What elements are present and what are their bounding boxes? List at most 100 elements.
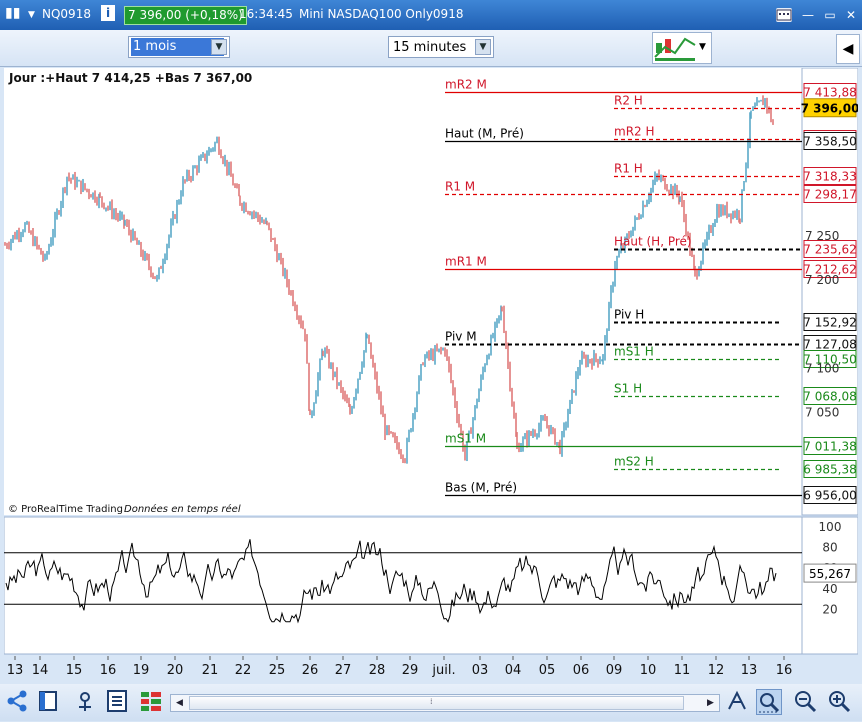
x-axis-label: 06 bbox=[573, 663, 590, 678]
clock-time: 16:34:45 bbox=[239, 7, 293, 21]
current-price-label: 7 396,00 bbox=[801, 102, 858, 116]
level-label: mS2 H bbox=[614, 455, 654, 469]
price-tag-label: 7 358,50 bbox=[803, 135, 856, 149]
indicator-icon[interactable] bbox=[138, 689, 164, 715]
zoom-in-icon[interactable] bbox=[826, 689, 852, 715]
price-tag bbox=[803, 260, 857, 278]
x-axis-label: 22 bbox=[235, 663, 252, 678]
oscillator-series: 1008060402055,267 bbox=[4, 520, 857, 624]
level-label: R1 M bbox=[445, 180, 475, 194]
x-axis-label: 25 bbox=[269, 663, 286, 678]
x-axis-label: 16 bbox=[100, 663, 117, 678]
daily-high-low-header: Jour :+Haut 7 414,25 +Bas 7 367,00 bbox=[8, 71, 252, 85]
chart-indicator-icon bbox=[654, 37, 696, 61]
level-label: R2 H bbox=[614, 94, 643, 108]
x-axis-label: 21 bbox=[202, 663, 219, 678]
close-icon[interactable]: ✕ bbox=[845, 8, 857, 22]
cursor-icon[interactable] bbox=[724, 689, 750, 715]
chevron-down-icon[interactable]: ▼ bbox=[475, 39, 491, 55]
oscillator-axis-tick: 20 bbox=[822, 602, 837, 616]
price-badge: 7 396,00 (+0,18%) bbox=[124, 6, 247, 25]
x-axis-label: 05 bbox=[539, 663, 556, 678]
indicator-menu-button[interactable]: ▼ bbox=[652, 32, 712, 64]
minimize-icon[interactable]: — bbox=[802, 8, 814, 22]
level-label: Piv M bbox=[445, 330, 477, 344]
oscillator-axis-tick: 80 bbox=[822, 541, 837, 555]
x-axis-label: 19 bbox=[133, 663, 150, 678]
oscillator-value-tag bbox=[803, 563, 857, 583]
chart-type-icon[interactable]: ▮▮ bbox=[5, 5, 21, 21]
oscillator-axis bbox=[801, 516, 859, 655]
crosshair-zoom-icon[interactable] bbox=[756, 689, 782, 715]
level-label: Haut (M, Pré) bbox=[445, 127, 524, 141]
price-tag bbox=[803, 313, 857, 331]
candlestick-series bbox=[4, 95, 774, 464]
keyboard-icon[interactable] bbox=[776, 8, 792, 22]
window-icon[interactable] bbox=[36, 689, 62, 715]
maximize-icon[interactable]: ▭ bbox=[824, 8, 836, 22]
period-select[interactable]: 1 mois ▼ bbox=[128, 36, 230, 58]
price-tag bbox=[803, 486, 857, 504]
price-tag-label: 7 152,92 bbox=[803, 316, 856, 330]
level-label: mS1 M bbox=[445, 432, 486, 446]
title-bar: ▮▮ ▼ NQ0918 i 7 396,00 (+0,18%) 16:34:45… bbox=[0, 0, 862, 30]
draw-icon[interactable] bbox=[72, 689, 98, 715]
share-icon[interactable] bbox=[4, 689, 30, 715]
price-tag bbox=[803, 350, 857, 368]
price-pane bbox=[4, 68, 802, 515]
x-axis-label: 10 bbox=[640, 663, 657, 678]
symbol-dropdown-icon[interactable]: ▼ bbox=[28, 10, 35, 20]
x-axis-label: 11 bbox=[674, 663, 691, 678]
level-label: Piv H bbox=[614, 308, 644, 322]
price-tag bbox=[803, 437, 857, 455]
interval-select[interactable]: 15 minutes ▼ bbox=[388, 36, 494, 58]
symbol-label[interactable]: NQ0918 bbox=[42, 7, 91, 21]
x-axis-label: 26 bbox=[302, 663, 319, 678]
level-label: mR1 M bbox=[445, 255, 487, 269]
side-panel-toggle-icon[interactable]: ◀ bbox=[836, 34, 860, 64]
realtime-footer: Données en temps réel bbox=[124, 503, 241, 515]
x-axis-label: 12 bbox=[708, 663, 725, 678]
time-scrollbar[interactable]: ◀ ⁞ ▶ bbox=[170, 694, 720, 712]
price-tag-label: 6 956,00 bbox=[803, 489, 856, 503]
price-tag bbox=[803, 460, 857, 478]
price-axis-tick: 7 250 bbox=[805, 229, 839, 243]
list-icon[interactable] bbox=[104, 689, 130, 715]
bottom-toolbar: ◀ ⁞ ▶ bbox=[0, 684, 862, 721]
level-label: Haut (H, Pré) bbox=[614, 235, 692, 249]
x-axis-label: 15 bbox=[66, 663, 83, 678]
price-tag-label: 7 011,38 bbox=[803, 440, 856, 454]
chevron-down-icon[interactable]: ▼ bbox=[211, 39, 227, 55]
price-tag-label: 7 212,62 bbox=[803, 263, 856, 277]
price-tag-label: 7 068,08 bbox=[803, 390, 856, 404]
brand-footer: © ProRealTime Trading bbox=[8, 504, 123, 515]
time-axis: 13 14 15 16 19 20 21 22 25 26 27 28 29 juil. 03 04 05 06 0… bbox=[0, 656, 862, 684]
x-axis-label: 28 bbox=[369, 663, 386, 678]
oscillator-line bbox=[5, 539, 777, 624]
level-label: S1 H bbox=[614, 382, 642, 396]
instrument-description: Mini NASDAQ100 Only0918 bbox=[299, 7, 464, 21]
scroll-thumb[interactable]: ⁞ bbox=[189, 696, 684, 710]
chevron-down-icon[interactable]: ▼ bbox=[699, 42, 706, 52]
price-tag-label: 7 127,08 bbox=[803, 338, 856, 352]
x-axis-label: 13 bbox=[741, 663, 758, 678]
level-label: mR2 H bbox=[614, 125, 655, 139]
x-axis-label: 13 bbox=[7, 663, 24, 678]
x-axis-label: 03 bbox=[472, 663, 489, 678]
scroll-right-icon[interactable]: ▶ bbox=[707, 698, 714, 708]
current-price-tag bbox=[803, 98, 857, 118]
x-axis-label: 29 bbox=[402, 663, 419, 678]
price-tag-label: 7 413,88 bbox=[803, 86, 856, 100]
price-tag-label: 7 318,33 bbox=[803, 170, 856, 184]
info-icon[interactable]: i bbox=[101, 5, 115, 21]
price-tag-label: 7 110,50 bbox=[803, 353, 856, 367]
x-axis-label: 20 bbox=[167, 663, 184, 678]
price-tag bbox=[803, 132, 857, 150]
price-axis-tick: 7 100 bbox=[805, 361, 839, 375]
price-tag-label: 6 985,38 bbox=[803, 463, 856, 477]
scroll-left-icon[interactable]: ◀ bbox=[176, 698, 183, 708]
zoom-out-icon[interactable] bbox=[792, 689, 818, 715]
